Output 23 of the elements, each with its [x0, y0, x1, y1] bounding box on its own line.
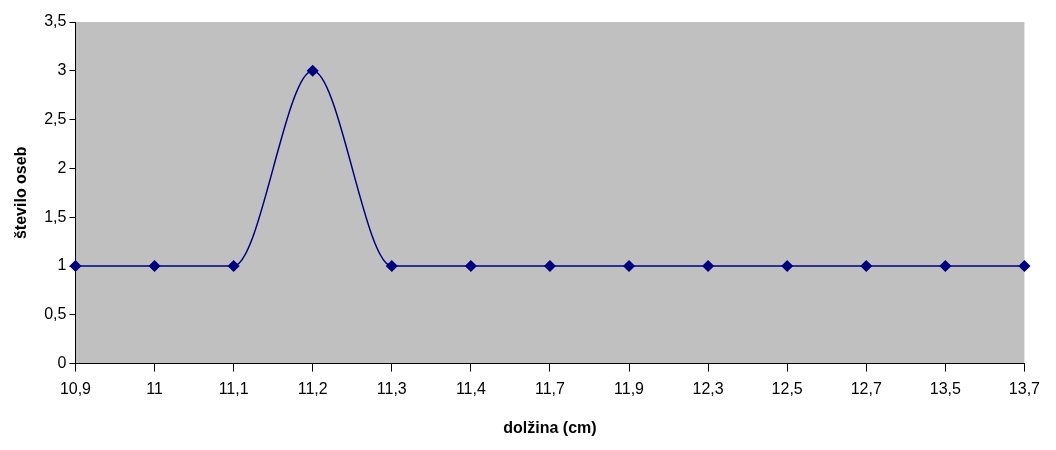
- x-tick-label: 12,5: [771, 379, 803, 397]
- x-tick-label: 12,7: [850, 379, 882, 397]
- y-tick-label: 1: [57, 256, 67, 274]
- x-tick-label: 11,4: [455, 379, 486, 397]
- x-tick-label: 11,7: [534, 379, 566, 397]
- y-tick-label: 0,5: [44, 305, 67, 323]
- x-tick-label: 11,2: [297, 379, 328, 397]
- y-tick-label: 0: [57, 354, 67, 372]
- x-tick-label: 13,7: [1008, 379, 1041, 397]
- x-tick-label: 11,3: [376, 379, 407, 397]
- y-tick-label: 2: [57, 158, 67, 176]
- x-tick-label: 13,5: [929, 379, 962, 397]
- x-tick-label: 12,3: [692, 379, 724, 397]
- y-tick-label: 1,5: [44, 207, 67, 225]
- x-tick-label: 11,9: [614, 379, 645, 397]
- y-tick-label: 3: [57, 61, 67, 79]
- y-axis-title: število oseb: [12, 146, 30, 240]
- x-tick-label: 10,9: [59, 379, 92, 397]
- x-axis-title: dolžina (cm): [503, 418, 597, 436]
- x-tick-label: 11: [146, 379, 163, 397]
- y-tick-label: 2,5: [44, 110, 67, 128]
- y-tick-label: 3,5: [44, 12, 67, 30]
- x-tick-label: 11,1: [218, 379, 249, 397]
